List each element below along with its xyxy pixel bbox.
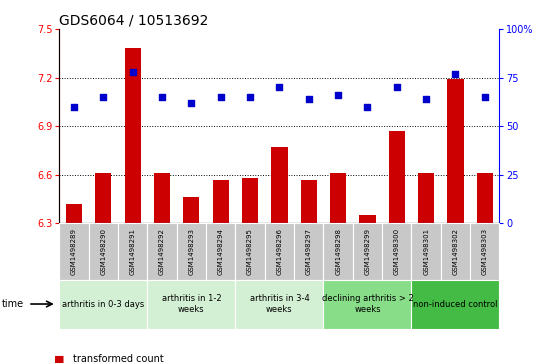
Text: arthritis in 0-3 days: arthritis in 0-3 days bbox=[62, 299, 145, 309]
Bar bbox=[360, 215, 375, 223]
Bar bbox=[66, 204, 82, 223]
Bar bbox=[177, 223, 206, 280]
Bar bbox=[235, 223, 265, 280]
Bar bbox=[213, 180, 229, 223]
Text: GSM1498290: GSM1498290 bbox=[100, 228, 106, 275]
Text: GSM1498302: GSM1498302 bbox=[453, 228, 458, 275]
Point bbox=[305, 96, 313, 102]
Text: GSM1498289: GSM1498289 bbox=[71, 228, 77, 275]
Point bbox=[451, 71, 460, 77]
Bar bbox=[411, 280, 500, 329]
Point bbox=[334, 92, 342, 98]
Bar bbox=[96, 173, 111, 223]
Bar bbox=[470, 223, 500, 280]
Bar bbox=[301, 180, 317, 223]
Text: non-induced control: non-induced control bbox=[413, 299, 498, 309]
Point bbox=[70, 104, 78, 110]
Text: GSM1498300: GSM1498300 bbox=[394, 228, 400, 275]
Point bbox=[422, 96, 430, 102]
Bar bbox=[294, 223, 323, 280]
Bar bbox=[272, 147, 287, 223]
Text: GSM1498301: GSM1498301 bbox=[423, 228, 429, 275]
Bar bbox=[323, 223, 353, 280]
Bar bbox=[125, 49, 141, 223]
Text: GSM1498294: GSM1498294 bbox=[218, 228, 224, 275]
Bar bbox=[382, 223, 411, 280]
Text: GSM1498293: GSM1498293 bbox=[188, 228, 194, 275]
Bar bbox=[389, 131, 405, 223]
Bar bbox=[147, 280, 235, 329]
Bar bbox=[154, 173, 170, 223]
Bar bbox=[265, 223, 294, 280]
Point bbox=[217, 94, 225, 100]
Text: arthritis in 1-2
weeks: arthritis in 1-2 weeks bbox=[161, 294, 221, 314]
Bar bbox=[242, 178, 258, 223]
Bar bbox=[441, 223, 470, 280]
Point bbox=[246, 94, 254, 100]
Text: arthritis in 3-4
weeks: arthritis in 3-4 weeks bbox=[249, 294, 309, 314]
Text: GSM1498298: GSM1498298 bbox=[335, 228, 341, 275]
Bar bbox=[118, 223, 147, 280]
Bar bbox=[184, 197, 199, 223]
Bar bbox=[477, 173, 493, 223]
Point bbox=[99, 94, 108, 100]
Point bbox=[275, 84, 284, 90]
Text: GDS6064 / 10513692: GDS6064 / 10513692 bbox=[59, 14, 209, 28]
Bar bbox=[206, 223, 235, 280]
Bar bbox=[330, 173, 346, 223]
Text: GSM1498291: GSM1498291 bbox=[130, 228, 136, 275]
Text: GSM1498297: GSM1498297 bbox=[306, 228, 312, 275]
Point bbox=[187, 100, 195, 106]
Text: GSM1498299: GSM1498299 bbox=[364, 228, 370, 275]
Bar bbox=[353, 223, 382, 280]
Bar bbox=[411, 223, 441, 280]
Point bbox=[363, 104, 372, 110]
Text: declining arthritis > 2
weeks: declining arthritis > 2 weeks bbox=[322, 294, 413, 314]
Point bbox=[393, 84, 401, 90]
Bar bbox=[59, 223, 89, 280]
Text: ■: ■ bbox=[54, 354, 64, 363]
Bar bbox=[89, 223, 118, 280]
Bar bbox=[418, 173, 434, 223]
Text: GSM1498292: GSM1498292 bbox=[159, 228, 165, 275]
Text: GSM1498295: GSM1498295 bbox=[247, 228, 253, 275]
Point bbox=[158, 94, 166, 100]
Bar bbox=[59, 280, 147, 329]
Text: GSM1498296: GSM1498296 bbox=[276, 228, 282, 275]
Bar bbox=[448, 79, 463, 223]
Text: time: time bbox=[2, 299, 24, 309]
Bar bbox=[235, 280, 323, 329]
Bar bbox=[147, 223, 177, 280]
Point bbox=[129, 69, 137, 75]
Point bbox=[481, 94, 489, 100]
Bar bbox=[323, 280, 411, 329]
Text: GSM1498303: GSM1498303 bbox=[482, 228, 488, 275]
Text: transformed count: transformed count bbox=[73, 354, 164, 363]
